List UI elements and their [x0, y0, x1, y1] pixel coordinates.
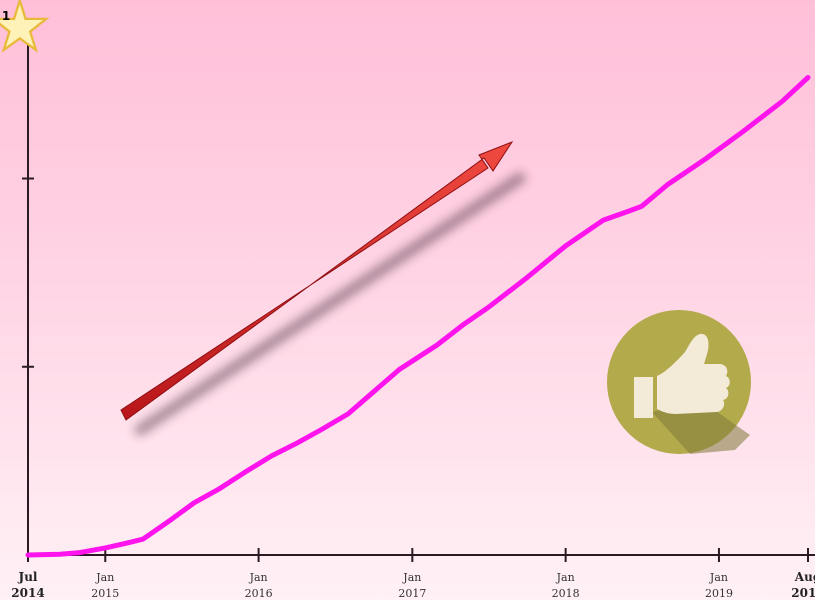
- x-tick-label: Jan: [709, 571, 728, 584]
- x-tick-label: 2019: [705, 587, 733, 600]
- x-tick-label: Jan: [249, 571, 268, 584]
- x-tick-label: Aug: [794, 570, 815, 584]
- series-group: [25, 75, 811, 558]
- axes-group: Jul 2014 Jan 2015 Jan 2016 Jan 2017 Jan 2018 Jan 20…: [11, 18, 815, 600]
- x-tick-label: Jan: [556, 571, 575, 584]
- x-tick-label: 2014: [11, 586, 44, 600]
- x-tick-label: Jan: [402, 571, 421, 584]
- x-tick-label: 2015: [91, 587, 119, 600]
- x-tick-label: 2019: [791, 586, 815, 600]
- star-badge: 1: [0, 0, 50, 53]
- y-top-tick-label: 1: [2, 9, 10, 23]
- thumbs-up-icon: [607, 310, 751, 454]
- red-arrow: [120, 140, 526, 436]
- series-line: [25, 75, 811, 558]
- x-tick-label: 2016: [245, 587, 273, 600]
- x-tick-label: 2018: [552, 587, 580, 600]
- x-tick-label: Jan: [95, 571, 114, 584]
- x-tick-label: Jul: [18, 570, 38, 584]
- x-tick-label: 2017: [398, 587, 426, 600]
